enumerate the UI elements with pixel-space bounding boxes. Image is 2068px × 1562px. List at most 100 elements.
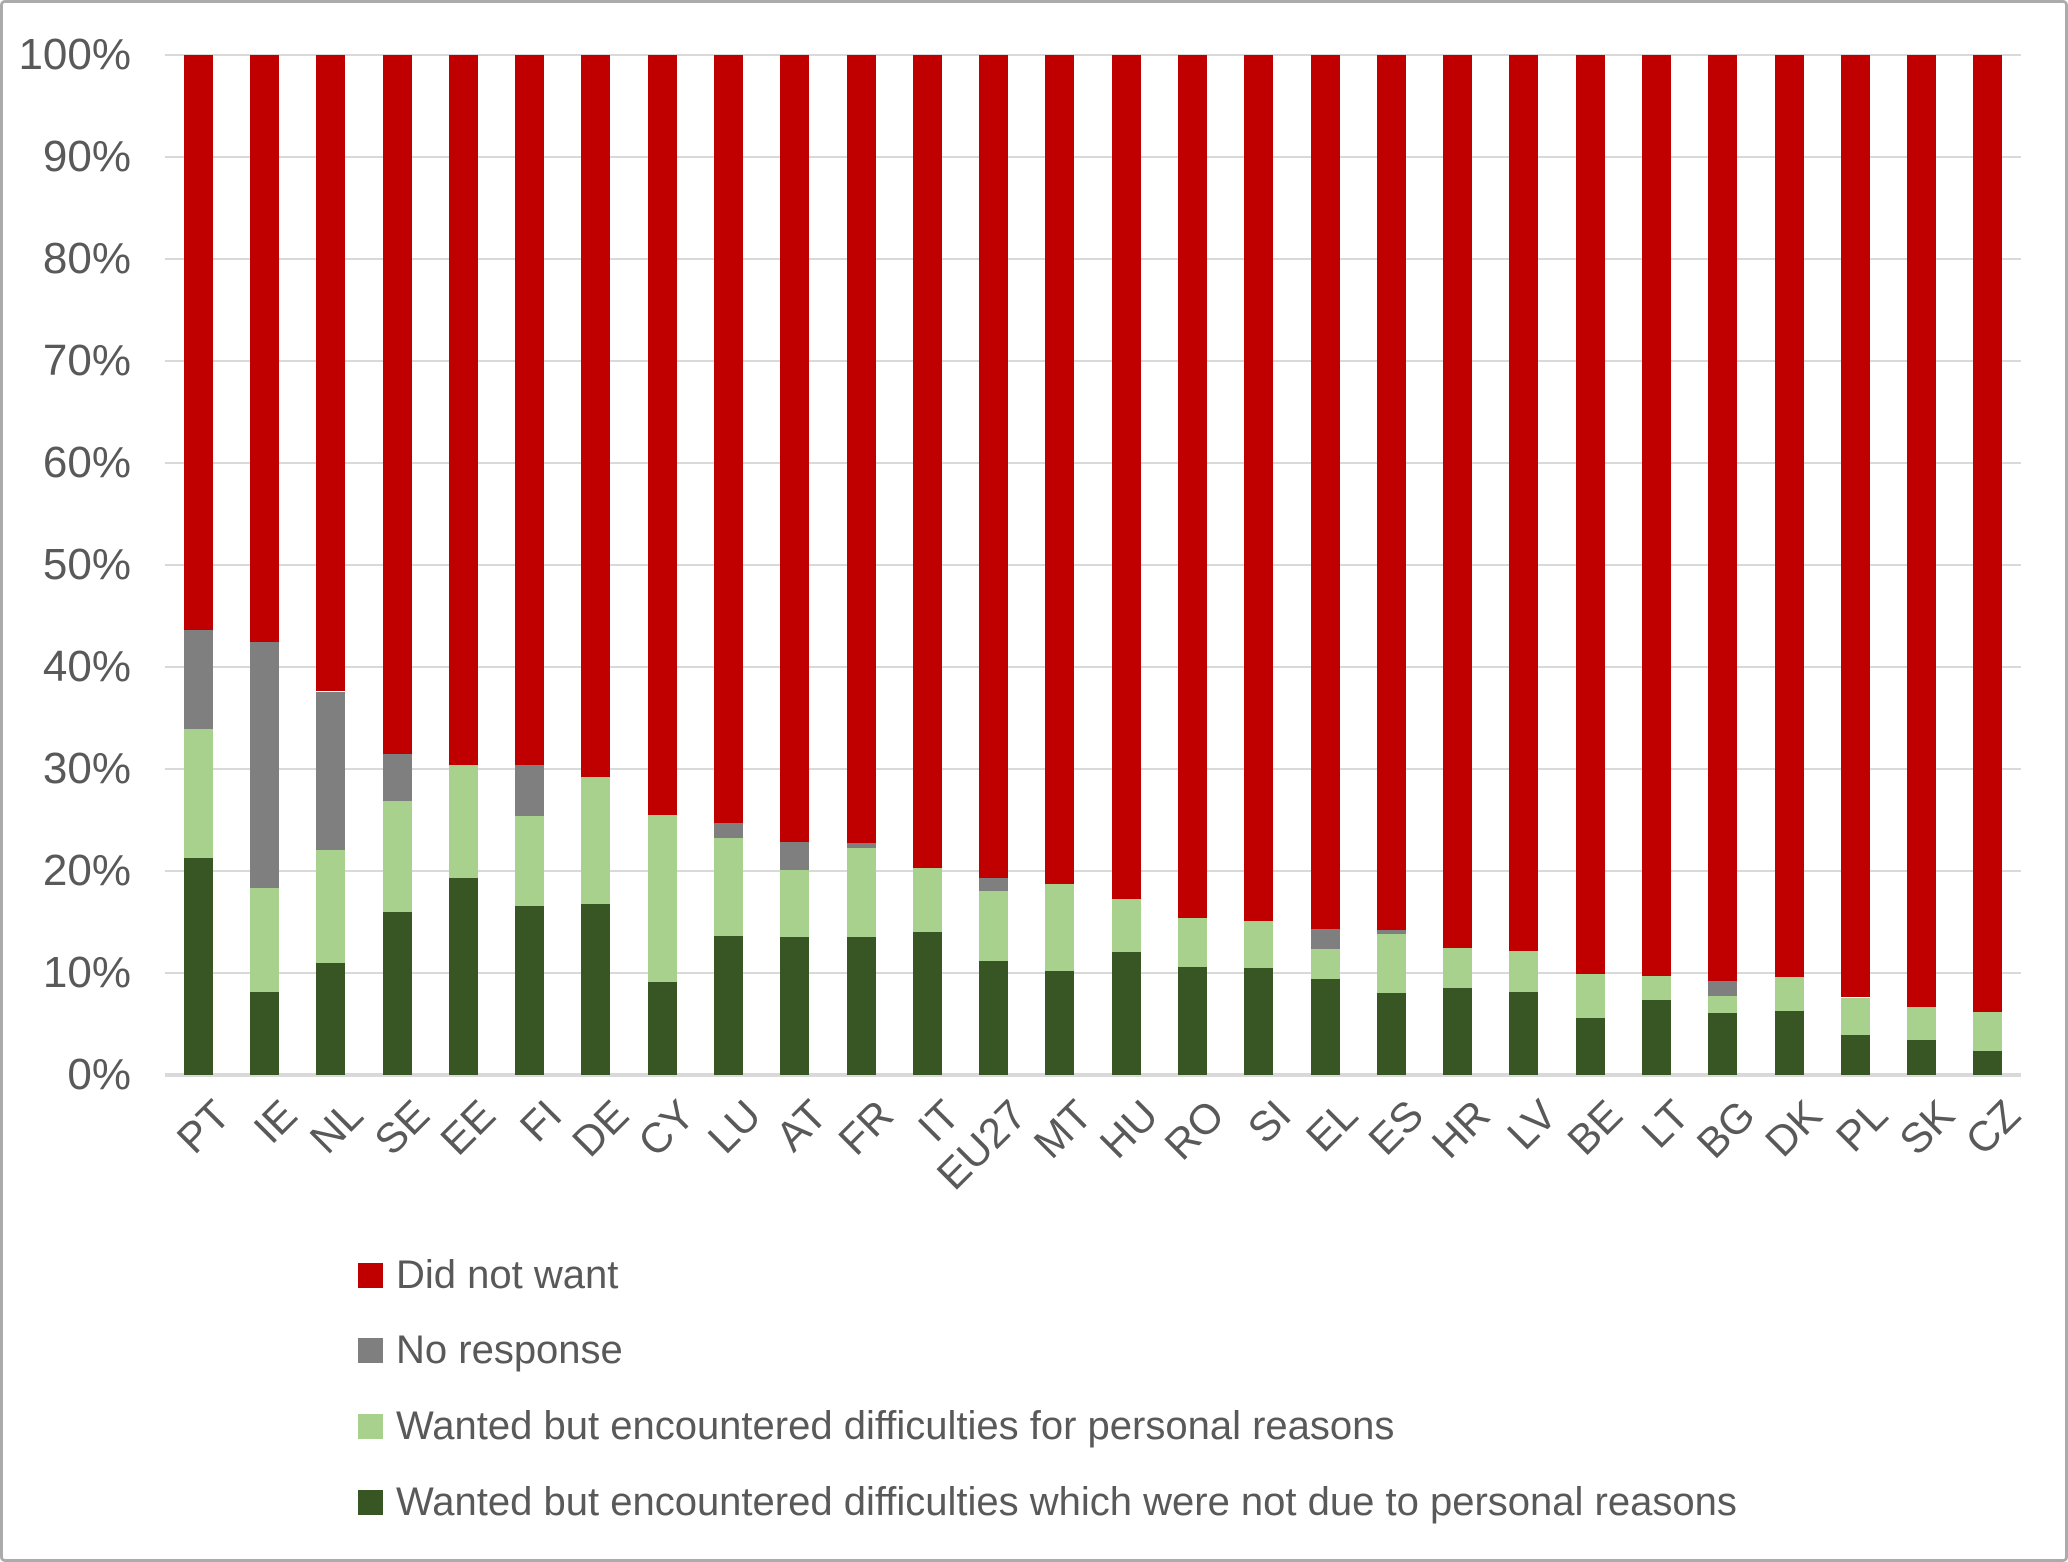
- bar-segment-FI-did-not-want: [515, 55, 545, 765]
- bar-segment-AT-did-not-want: [780, 55, 810, 843]
- x-axis-label-PT: PT: [168, 1090, 240, 1163]
- gridline-50: [165, 564, 2021, 566]
- bar-segment-EE-wanted-but-encountered: [448, 764, 478, 879]
- bar-segment-FR-did-not-want: [846, 55, 876, 844]
- x-axis-label-HR: HR: [1422, 1090, 1499, 1168]
- bar-segment-IT-wanted-but-encountered: [912, 932, 942, 1075]
- legend-item-label: Wanted but encountered difficulties whic…: [396, 1479, 1737, 1524]
- bar-segment-CZ-wanted-but-encountered: [1973, 1050, 2003, 1075]
- bar-segment-DE-wanted-but-encountered: [581, 903, 611, 1075]
- bar-segment-PT-wanted-but-encountered: [183, 729, 213, 858]
- bar-segment-LT-wanted-but-encountered: [1641, 976, 1671, 1000]
- y-tick-label-80: 80%: [42, 234, 131, 283]
- bar-segment-EL-did-not-want: [1310, 55, 1340, 930]
- legend-item-label: Wanted but encountered difficulties for …: [396, 1403, 1395, 1448]
- bar-segment-SE-wanted-but-encountered: [382, 911, 412, 1075]
- legend-item-label: No response: [396, 1328, 623, 1373]
- bar-segment-AT-wanted-but-encountered: [780, 870, 810, 938]
- bar-segment-IT-did-not-want: [912, 55, 942, 868]
- x-axis-label-RO: RO: [1155, 1090, 1234, 1169]
- y-tick-label-0: 0%: [67, 1050, 131, 1099]
- x-axis-label-LT: LT: [1631, 1090, 1698, 1157]
- gridline-70: [165, 360, 2021, 362]
- y-tick-label-20: 20%: [42, 846, 131, 895]
- bar-segment-AT-wanted-but-encountered: [780, 937, 810, 1075]
- bar-segment-LU-wanted-but-encountered: [713, 936, 743, 1075]
- bar-segment-EL-no-response: [1310, 929, 1340, 949]
- bar-segment-RO-wanted-but-encountered: [1177, 966, 1207, 1075]
- bar-segment-CZ-did-not-want: [1973, 55, 2003, 1012]
- bar-segment-FR-wanted-but-encountered: [846, 847, 876, 938]
- bar-segment-EU27-no-response: [979, 878, 1009, 892]
- bar-segment-IE-did-not-want: [249, 55, 279, 642]
- y-tick-label-30: 30%: [42, 744, 131, 793]
- bar-segment-SE-no-response: [382, 753, 412, 801]
- bar-segment-NL-no-response: [316, 691, 346, 850]
- bar-segment-FI-no-response: [515, 764, 545, 816]
- bar-segment-BG-wanted-but-encountered: [1708, 996, 1738, 1013]
- legend-item-4: Wanted but encountered difficulties whic…: [358, 1479, 1737, 1525]
- x-axis-line: [165, 1073, 2021, 1077]
- bar-segment-AT-no-response: [780, 842, 810, 870]
- legend-swatch-icon: [358, 1413, 383, 1439]
- x-axis-label-EE: EE: [431, 1090, 505, 1164]
- bar-segment-IE-wanted-but-encountered: [249, 888, 279, 993]
- bar-segment-NL-wanted-but-encountered: [316, 849, 346, 963]
- legend-item-label: Did not want: [396, 1252, 619, 1297]
- bar-segment-ES-wanted-but-encountered: [1376, 993, 1406, 1075]
- gridline-100: [165, 54, 2021, 56]
- bar-segment-HU-wanted-but-encountered: [1111, 898, 1141, 952]
- bar-segment-BE-wanted-but-encountered: [1575, 974, 1605, 1018]
- bar-segment-LT-did-not-want: [1641, 55, 1671, 977]
- bar-segment-SE-wanted-but-encountered: [382, 800, 412, 912]
- x-axis-label-BE: BE: [1558, 1090, 1632, 1164]
- x-axis-label-LU: LU: [698, 1090, 770, 1163]
- bar-segment-BE-did-not-want: [1575, 55, 1605, 975]
- legend-swatch-icon: [358, 1489, 383, 1515]
- y-tick-label-70: 70%: [42, 336, 131, 385]
- bar-segment-NL-wanted-but-encountered: [316, 962, 346, 1075]
- bar-segment-FI-wanted-but-encountered: [515, 815, 545, 906]
- bar-segment-HR-did-not-want: [1443, 55, 1473, 948]
- x-axis-label-CZ: CZ: [1956, 1090, 2029, 1164]
- bar-segment-RO-wanted-but-encountered: [1177, 917, 1207, 967]
- bar-segment-MT-wanted-but-encountered: [1045, 970, 1075, 1075]
- bar-segment-MT-did-not-want: [1045, 55, 1075, 885]
- bar-segment-LT-wanted-but-encountered: [1641, 999, 1671, 1075]
- bar-segment-DK-wanted-but-encountered: [1774, 977, 1804, 1011]
- y-tick-label-90: 90%: [42, 132, 131, 181]
- bar-segment-IE-wanted-but-encountered: [249, 992, 279, 1075]
- legend-item-3: Wanted but encountered difficulties for …: [358, 1403, 1394, 1449]
- bar-segment-LU-wanted-but-encountered: [713, 838, 743, 937]
- x-axis-label-ES: ES: [1359, 1090, 1433, 1164]
- bar-segment-ES-no-response: [1376, 930, 1406, 935]
- bar-segment-PT-did-not-want: [183, 55, 213, 631]
- bar-segment-BG-no-response: [1708, 981, 1738, 997]
- legend-item-2: No response: [358, 1328, 623, 1374]
- x-axis-label-CY: CY: [628, 1090, 704, 1166]
- y-tick-label-40: 40%: [42, 642, 131, 691]
- x-axis-label-IE: IE: [244, 1090, 306, 1153]
- bar-segment-BE-wanted-but-encountered: [1575, 1017, 1605, 1075]
- bar-segment-IT-wanted-but-encountered: [912, 867, 942, 933]
- bar-segment-DK-did-not-want: [1774, 55, 1804, 978]
- bar-segment-CZ-wanted-but-encountered: [1973, 1011, 2003, 1051]
- bar-segment-SK-wanted-but-encountered: [1907, 1040, 1937, 1075]
- bar-segment-SI-did-not-want: [1244, 55, 1274, 921]
- bar-segment-HU-did-not-want: [1111, 55, 1141, 899]
- x-axis-label-SK: SK: [1889, 1090, 1963, 1164]
- plot-area: [165, 54, 2021, 1077]
- bar-segment-LU-no-response: [713, 823, 743, 839]
- bar-segment-PL-wanted-but-encountered: [1840, 1035, 1870, 1075]
- x-axis-label-HU: HU: [1091, 1090, 1168, 1168]
- bar-segment-PT-no-response: [183, 630, 213, 730]
- y-tick-label-100: 100%: [18, 30, 131, 79]
- bar-segment-MT-wanted-but-encountered: [1045, 884, 1075, 971]
- gridline-10: [165, 972, 2021, 974]
- bar-segment-ES-did-not-want: [1376, 55, 1406, 931]
- bar-segment-PL-wanted-but-encountered: [1840, 997, 1870, 1036]
- x-axis-label-FI: FI: [511, 1090, 571, 1151]
- bar-segment-FR-wanted-but-encountered: [846, 937, 876, 1075]
- bar-segment-LU-did-not-want: [713, 55, 743, 824]
